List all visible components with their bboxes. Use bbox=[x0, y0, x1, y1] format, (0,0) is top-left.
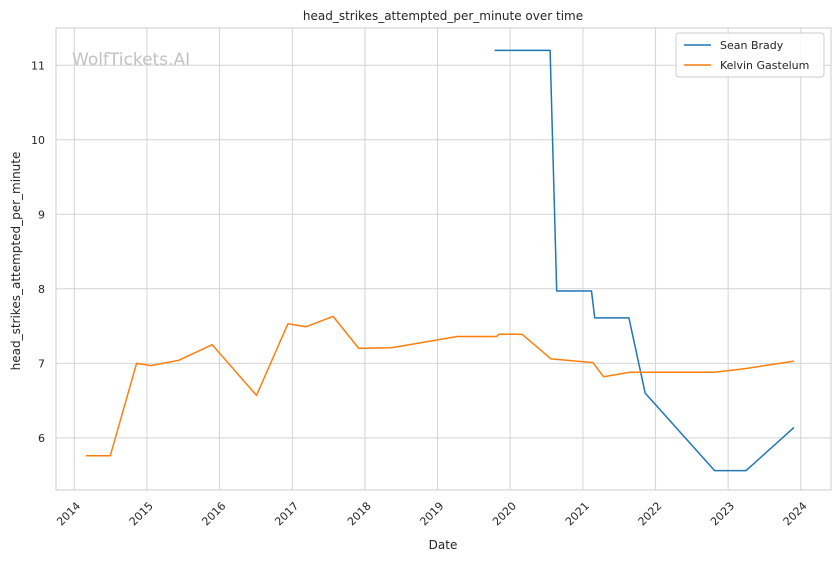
x-tick-label: 2023 bbox=[708, 499, 737, 528]
grid bbox=[56, 28, 831, 490]
axis-ticks: 2014 2015 2016 2017 2018 2019 2020 2021 2022 2023… bbox=[31, 59, 810, 528]
y-tick-label: 6 bbox=[38, 432, 45, 445]
x-tick-label: 2020 bbox=[490, 499, 519, 528]
legend-box bbox=[675, 32, 825, 78]
y-tick-label: 10 bbox=[31, 134, 45, 147]
y-tick-label: 9 bbox=[38, 208, 45, 221]
series-layer bbox=[86, 49, 795, 472]
x-tick-label: 2014 bbox=[54, 499, 83, 528]
y-tick-label: 11 bbox=[31, 59, 45, 72]
chart-title: head_strikes_attempted_per_minute over t… bbox=[303, 9, 583, 23]
legend-label: Sean Brady bbox=[720, 39, 784, 52]
x-tick-label: 2022 bbox=[636, 499, 665, 528]
x-tick-label: 2019 bbox=[417, 499, 446, 528]
x-axis-label: Date bbox=[429, 538, 458, 552]
y-tick-label: 8 bbox=[38, 283, 45, 296]
y-axis-label: head_strikes_attempted_per_minute bbox=[9, 152, 23, 371]
series-line-sean-brady bbox=[494, 49, 795, 472]
x-tick-label: 2015 bbox=[127, 499, 156, 528]
x-tick-label: 2018 bbox=[345, 499, 374, 528]
watermark: WolfTickets.AI bbox=[72, 50, 190, 70]
legend-label: Kelvin Gastelum bbox=[720, 59, 809, 72]
x-tick-label: 2024 bbox=[781, 499, 810, 528]
plot-area bbox=[55, 27, 832, 491]
y-tick-label: 7 bbox=[38, 357, 45, 370]
x-tick-label: 2016 bbox=[199, 499, 228, 528]
legend: Sean Brady Kelvin Gastelum bbox=[675, 32, 825, 78]
x-tick-label: 2017 bbox=[272, 499, 301, 528]
x-tick-label: 2021 bbox=[563, 499, 592, 528]
series-line-kelvin-gastelum bbox=[86, 315, 795, 457]
